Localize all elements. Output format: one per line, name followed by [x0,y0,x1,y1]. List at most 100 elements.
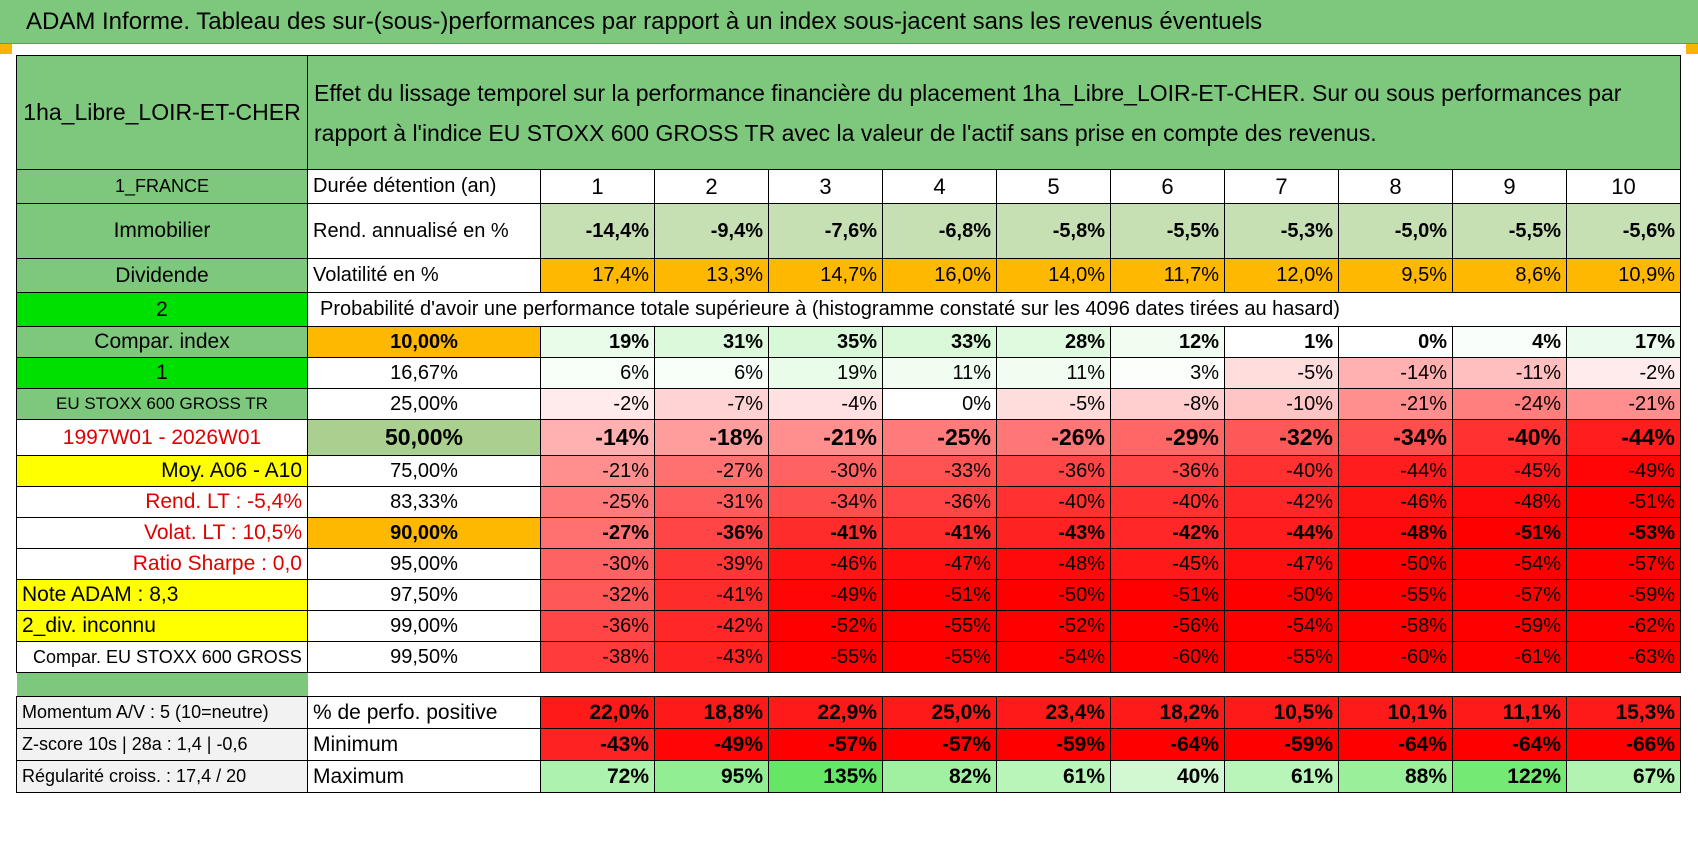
index-name-label: EU STOXX 600 GROSS TR [16,388,308,420]
probability-cell: -21% [768,419,883,456]
statistics-cell: 11,1% [1452,696,1567,729]
probability-header-row: 2 Probabilité d'avoir une performance to… [16,292,1682,327]
probability-cell: -4% [768,388,883,420]
asset-class-label: Immobilier [16,203,308,259]
probability-cell: -33% [882,455,997,487]
annual-return-cell: -9,4% [654,203,769,259]
probability-cell: -55% [882,641,997,673]
probability-cell: -57% [1452,579,1567,611]
statistics-cell: -59% [996,728,1111,761]
probability-cell: -40% [1224,455,1339,487]
probability-cell: -45% [1452,455,1567,487]
statistics-row: Z-score 10s | 28a : 1,4 | -0,6 Minimum -43… [16,728,1682,761]
year-header: 3 [768,169,883,204]
statistics-side-label: Régularité croiss. : 17,4 / 20 [16,760,308,793]
probability-cell: -34% [1338,419,1453,456]
volatility-row: Dividende Volatilité en % 17,4% 13,3% 14… [16,258,1682,293]
probability-cell: -26% [996,419,1111,456]
probability-cell: -44% [1338,455,1453,487]
probability-cell: 33% [882,326,997,358]
annual-return-cell: -5,6% [1565,203,1682,259]
probability-cell: 12% [1110,326,1225,358]
probability-cell: 31% [654,326,769,358]
statistics-cell: -57% [882,728,997,761]
annual-return-cell: -5,3% [1224,203,1339,259]
probability-cell: -34% [768,486,883,518]
volatility-cell: 13,3% [654,258,769,293]
probability-cell: -36% [1110,455,1225,487]
probability-cell: -24% [1452,388,1567,420]
annual-return-row: Immobilier Rend. annualisé en % -14,4% -… [16,203,1682,259]
probability-cell: 19% [768,357,883,389]
probability-cell: 4% [1452,326,1567,358]
probability-cell: -30% [768,455,883,487]
year-header: 9 [1452,169,1567,204]
statistics-cell: -49% [654,728,769,761]
year-header: 1 [540,169,655,204]
statistics-row: Régularité croiss. : 17,4 / 20 Maximum 72%… [16,760,1682,793]
probability-cell: -49% [1565,455,1682,487]
probability-cell: -40% [996,486,1111,518]
statistics-cell: 82% [882,760,997,793]
probability-cell: -54% [1452,548,1567,580]
probability-cell: -40% [1452,419,1567,456]
lt-return-label: Rend. LT : -5,4% [16,486,308,518]
annual-return-cell: -7,6% [768,203,883,259]
year-header: 8 [1338,169,1453,204]
probability-cell: 1% [1224,326,1339,358]
probability-cell: -60% [1338,641,1453,673]
probability-cell: -52% [768,610,883,642]
statistics-cell: 10,1% [1338,696,1453,729]
separator-space [308,673,1681,697]
statistics-label: % de perfo. positive [307,696,541,729]
probability-cell: -54% [996,641,1111,673]
volatility-cell: 9,5% [1338,258,1453,293]
probability-cell: -47% [1224,548,1339,580]
probability-cell: -2% [540,388,655,420]
probability-cell: -11% [1452,357,1567,389]
probability-cell: -49% [768,579,883,611]
probability-cell: -5% [996,388,1111,420]
probability-threshold: 99,00% [307,610,541,642]
statistics-cell: 23,4% [996,696,1111,729]
duration-row: 1_FRANCE Durée détention (an) 1 2 3 4 5 … [16,169,1682,204]
probability-cell: -48% [1338,517,1453,549]
probability-cell: -51% [1565,486,1682,518]
probability-cell: 6% [540,357,655,389]
probability-threshold: 97,50% [307,579,541,611]
volatility-cell: 12,0% [1224,258,1339,293]
probability-row: Rend. LT : -5,4% 83,33% -25% -31% -34% -36% -4… [16,486,1682,518]
annual-return-cell: -14,4% [540,203,655,259]
probability-cell: -27% [540,517,655,549]
fund-name: 1ha_Libre_LOIR-ET-CHER [16,55,308,170]
probability-cell: 6% [654,357,769,389]
corner-marker-right [1686,44,1698,54]
statistics-cell: 22,9% [768,696,883,729]
statistics-cell: 10,5% [1224,696,1339,729]
probability-threshold: 95,00% [307,548,541,580]
probability-cell: -62% [1565,610,1682,642]
year-header: 2 [654,169,769,204]
statistics-cell: 95% [654,760,769,793]
probability-cell: 0% [1338,326,1453,358]
statistics-label: Minimum [307,728,541,761]
probability-cell: -10% [1224,388,1339,420]
period-label: 1997W01 - 2026W01 [16,419,308,456]
probability-caption: Probabilité d'avoir une performance tota… [306,292,1682,327]
probability-cell: -51% [1452,517,1567,549]
statistics-label: Maximum [307,760,541,793]
probability-cell: -51% [882,579,997,611]
probability-threshold: 10,00% [307,326,541,358]
probability-cell: 28% [996,326,1111,358]
probability-row: Moy. A06 - A10 75,00% -21% -27% -30% -33% -36%… [16,455,1682,487]
probability-cell: -32% [540,579,655,611]
probability-cell: -48% [1452,486,1567,518]
probability-row: Ratio Sharpe : 0,0 95,00% -30% -39% -46% -47%… [16,548,1682,580]
table-body: 1ha_Libre_LOIR-ET-CHER Effet du lissage … [16,55,1682,793]
volatility-cell: 14,0% [996,258,1111,293]
statistics-cell: -64% [1338,728,1453,761]
probability-cell: -18% [654,419,769,456]
probability-cell: 35% [768,326,883,358]
probability-threshold: 99,50% [307,641,541,673]
probability-cell: -38% [540,641,655,673]
